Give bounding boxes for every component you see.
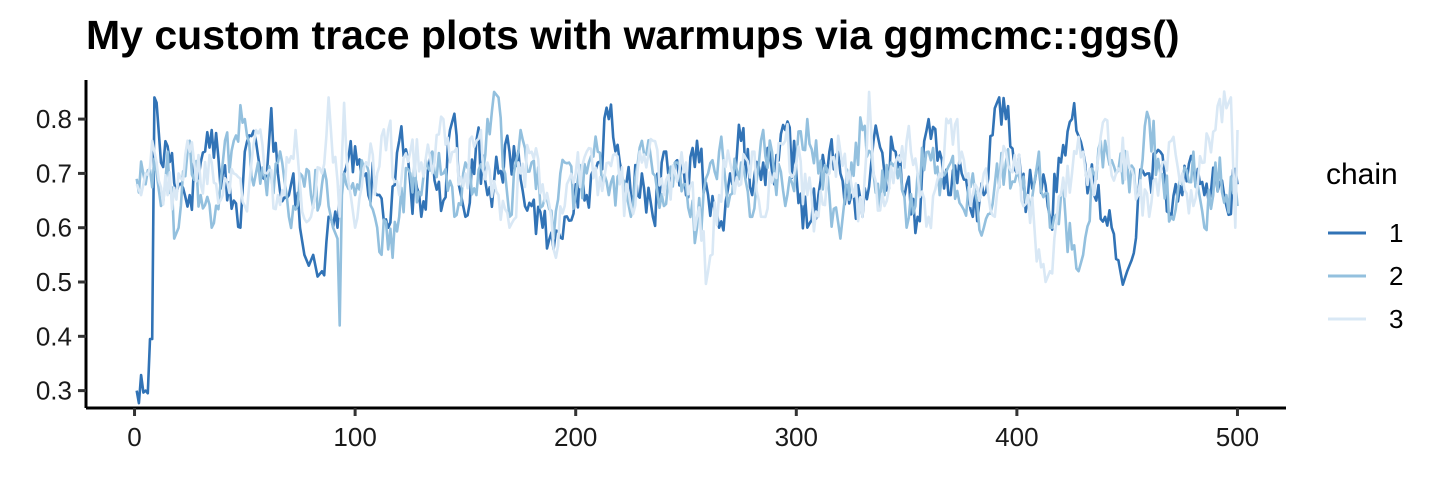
legend-label-chain-3: 3 bbox=[1389, 304, 1403, 334]
plot-area bbox=[135, 90, 1239, 405]
legend: chain 1 2 3 bbox=[1326, 158, 1403, 334]
x-tick-label: 100 bbox=[333, 422, 376, 452]
series-layer bbox=[135, 90, 1239, 405]
series-line-chain-2 bbox=[135, 90, 1239, 327]
x-tick-label: 500 bbox=[1216, 422, 1259, 452]
y-tick-label: 0.6 bbox=[36, 213, 72, 243]
x-tick-label: 0 bbox=[127, 422, 141, 452]
x-tick-label: 300 bbox=[775, 422, 818, 452]
x-tick-label: 400 bbox=[995, 422, 1038, 452]
x-axis-ticks: 0 100 200 300 400 500 bbox=[127, 408, 1259, 452]
chart-title: My custom trace plots with warmups via g… bbox=[86, 12, 1180, 58]
series-line-chain-3 bbox=[135, 90, 1239, 286]
legend-label-chain-1: 1 bbox=[1389, 218, 1403, 248]
x-tick-label: 200 bbox=[554, 422, 597, 452]
legend-title: chain bbox=[1326, 158, 1398, 191]
y-tick-label: 0.3 bbox=[36, 376, 72, 406]
legend-label-chain-2: 2 bbox=[1389, 261, 1403, 291]
y-axis-ticks: 0.3 0.4 0.5 0.6 0.7 0.8 bbox=[36, 104, 86, 406]
y-tick-label: 0.7 bbox=[36, 158, 72, 188]
y-tick-label: 0.4 bbox=[36, 321, 72, 351]
y-tick-label: 0.8 bbox=[36, 104, 72, 134]
legend-items: 1 2 3 bbox=[1328, 218, 1403, 334]
y-tick-label: 0.5 bbox=[36, 267, 72, 297]
